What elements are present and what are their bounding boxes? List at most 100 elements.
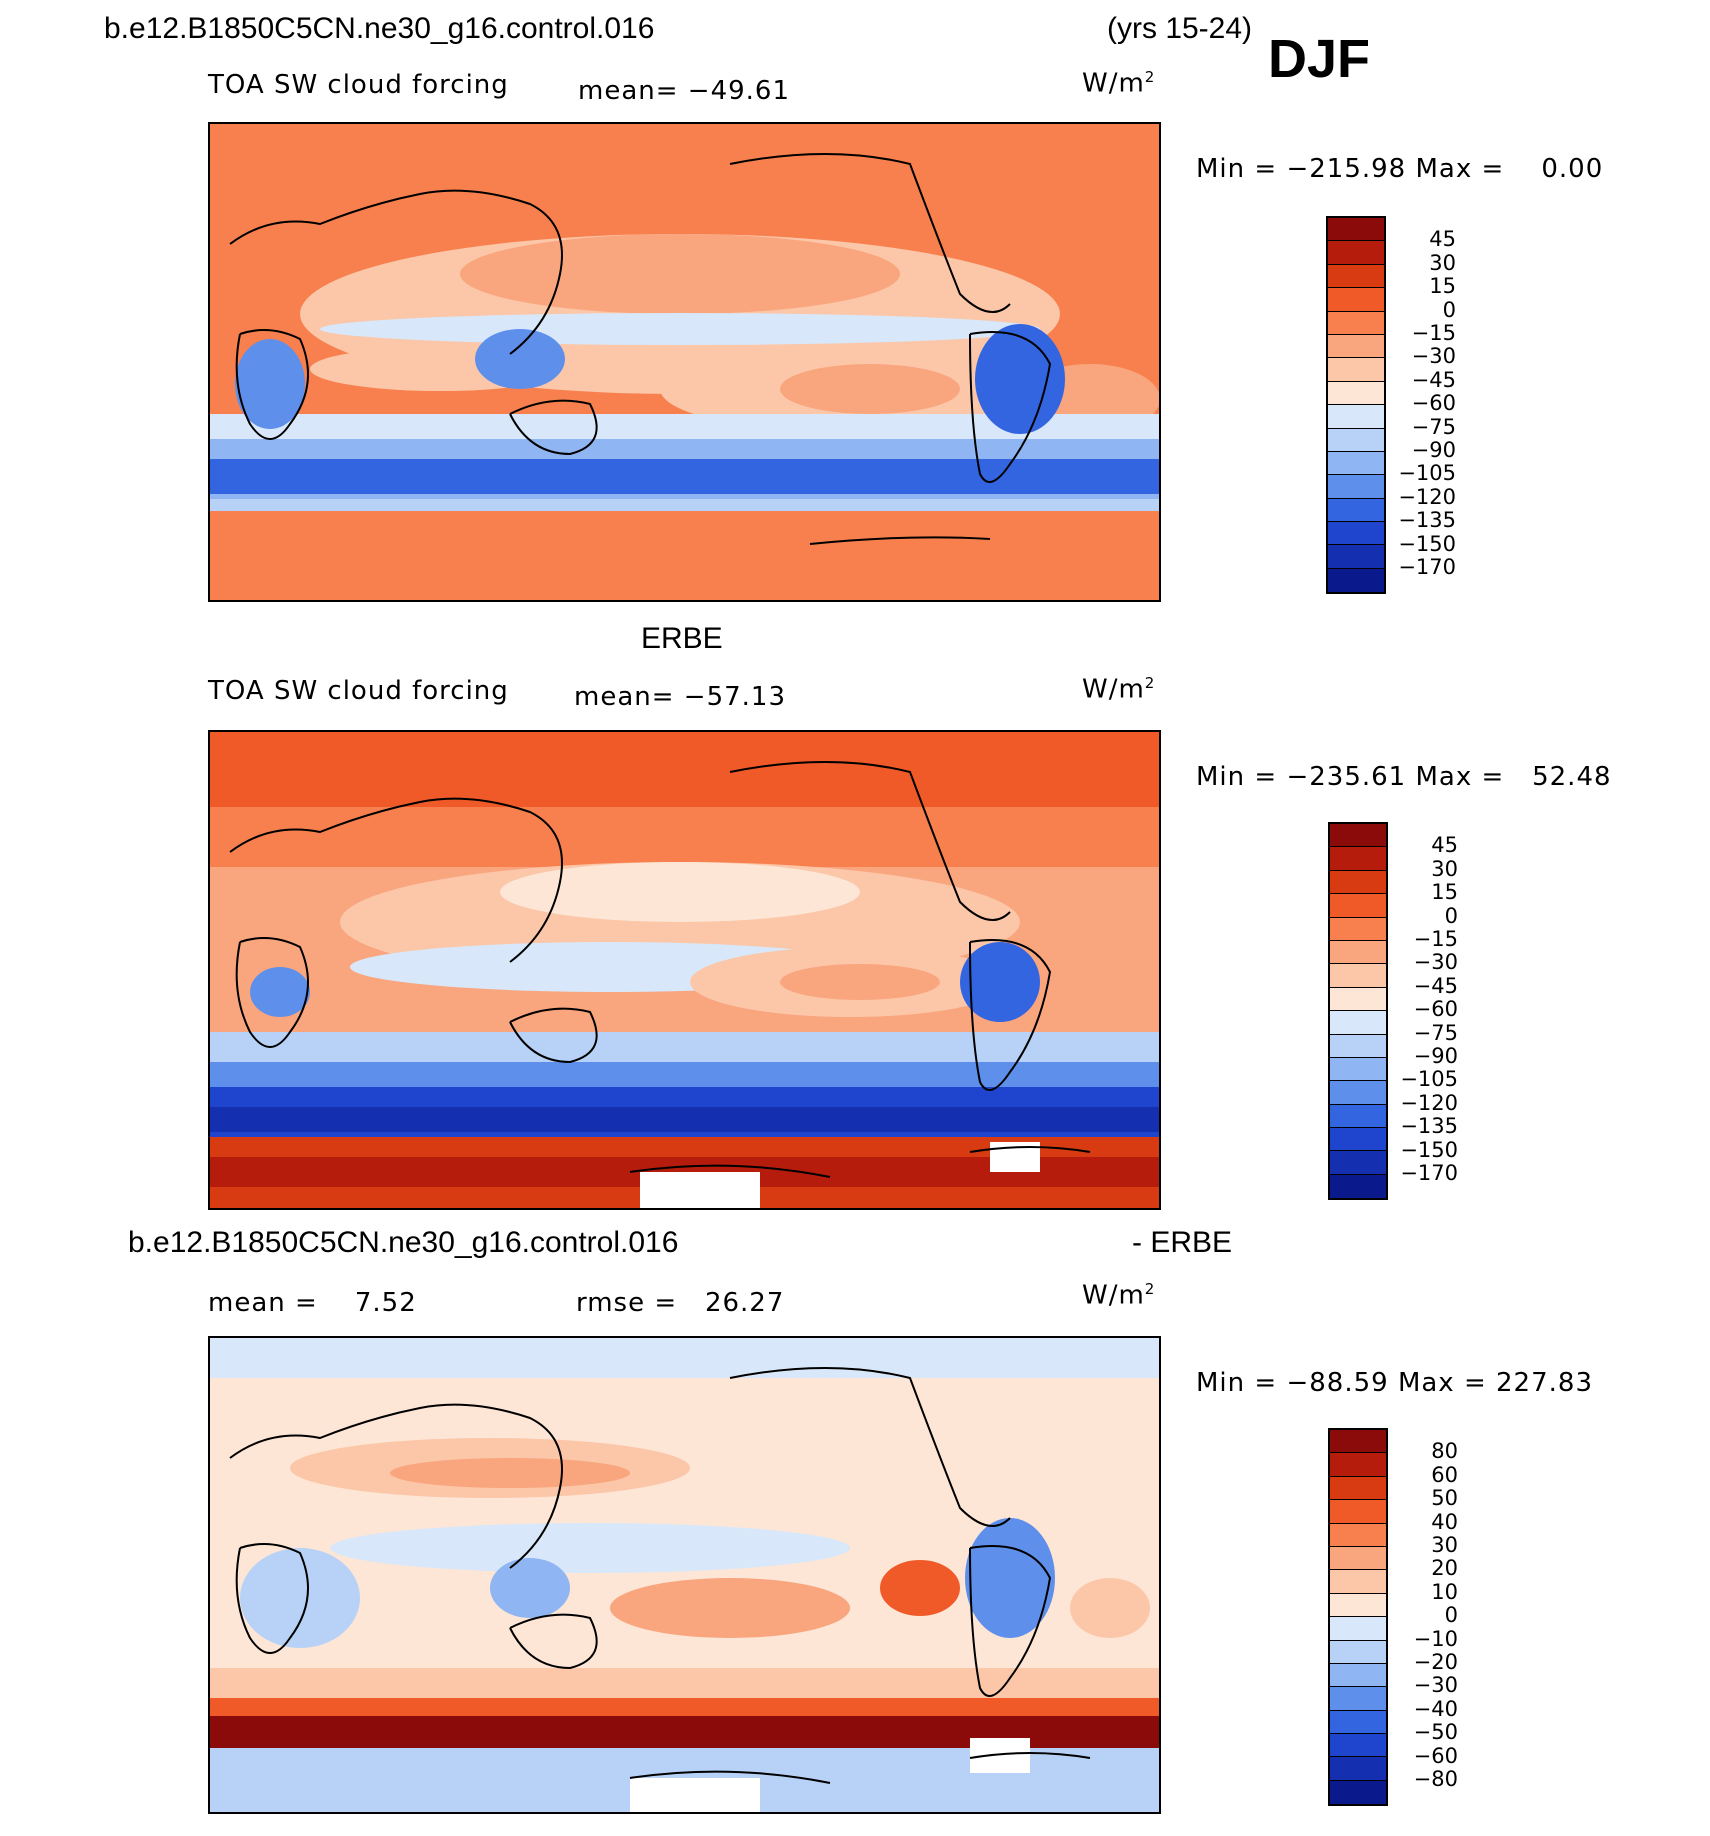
- panel2-colorbar-tick-label: 30: [1431, 856, 1458, 881]
- panel3-units: W/m2: [1082, 1280, 1156, 1311]
- panel1-colorbar-tick-label: −30: [1411, 344, 1456, 369]
- panel3-colorbar-tick-label: −80: [1413, 1767, 1458, 1791]
- panel2-colorbar-tick-label: 45: [1431, 833, 1458, 858]
- panel3-colorbar-swatch: [1330, 1500, 1386, 1524]
- panel3-colorbar-swatch: [1330, 1663, 1386, 1688]
- panel3-colorbar: [1328, 1428, 1388, 1807]
- panel2-colorbar-swatch: [1330, 1174, 1386, 1199]
- panel2-colorbar-tick-label: −75: [1413, 1020, 1458, 1045]
- panel3-colorbar-labels: 80 60 50 40 30 20 10 0 −10 −20 −30 −40 −50 −60 −80: [1398, 1428, 1458, 1802]
- panel3-colorbar-swatch: [1330, 1780, 1386, 1805]
- panel2-colorbar-tick-label: −150: [1400, 1137, 1458, 1162]
- panel2-title: ERBE: [641, 622, 723, 655]
- panel1-units: W/m2: [1082, 68, 1156, 99]
- panel1-colorbar-tick-label: 15: [1429, 274, 1456, 299]
- panel2-colorbar-tick-label: 0: [1444, 903, 1458, 928]
- panel3-colorbar-tick-label: −60: [1413, 1743, 1458, 1768]
- panel1-colorbar-tick-label: −120: [1398, 484, 1456, 509]
- panel3-colorbar-tick-label: −20: [1413, 1650, 1458, 1674]
- panel3-colorbar-tick-label: 60: [1431, 1462, 1458, 1487]
- panel1-colorbar-tick-label: −105: [1398, 461, 1456, 486]
- panel1-colorbar-swatch: [1328, 218, 1384, 242]
- panel1-mean: mean= −49.61: [578, 76, 790, 106]
- panel1-variable: TOA SW cloud forcing: [208, 70, 509, 100]
- panel3-title-left: b.e12.B1850C5CN.ne30_g16.control.016: [128, 1226, 679, 1259]
- panel1-colorbar-swatch: [1328, 522, 1384, 546]
- panel2-colorbar-swatch: [1330, 940, 1386, 965]
- panel1-colorbar-labels: 45 30 15 0 −15 −30 −45 −60 −75 −90 −105 −120 −135 −15…: [1396, 216, 1456, 590]
- panel2-colorbar-swatch: [1330, 1057, 1386, 1082]
- panel3-colorbar-tick-label: −10: [1413, 1626, 1458, 1651]
- panel2-colorbar-swatch: [1330, 987, 1386, 1012]
- panel2-colorbar: [1328, 822, 1388, 1201]
- panel3-colorbar-swatch: [1330, 1453, 1386, 1477]
- panel1-mean-value: −49.61: [687, 76, 791, 106]
- panel1-colorbar-tick-label: 45: [1429, 227, 1456, 252]
- panel1-colorbar-swatch: [1328, 428, 1384, 452]
- panel2-colorbar-tick-label: −15: [1413, 927, 1458, 951]
- panel2-colorbar-swatch: [1330, 847, 1386, 871]
- panel1-colorbar-tick-label: −170: [1398, 555, 1456, 579]
- panel1-colorbar-swatch: [1328, 241, 1384, 265]
- panel2-colorbar-swatch: [1330, 917, 1386, 941]
- panel1-colorbar-swatch: [1328, 311, 1384, 335]
- panel1-colorbar-tick-label: −150: [1398, 531, 1456, 556]
- panel3-colorbar-swatch: [1330, 1687, 1386, 1711]
- panel1-colorbar-swatch: [1328, 568, 1384, 593]
- panel2-units: W/m2: [1082, 674, 1156, 705]
- panel1-colorbar-tick-label: −45: [1411, 367, 1456, 392]
- panel3-colorbar-swatch: [1330, 1523, 1386, 1547]
- case-title: b.e12.B1850C5CN.ne30_g16.control.016: [104, 12, 655, 45]
- panel3-colorbar-swatch: [1330, 1593, 1386, 1618]
- panel1-colorbar-tick-label: −90: [1411, 438, 1456, 462]
- panel2-colorbar-tick-label: −30: [1413, 950, 1458, 975]
- panel2-minmax: Min = −235.61 Max = 52.48: [1196, 762, 1612, 792]
- panel2-colorbar-swatch: [1330, 1081, 1386, 1105]
- panel3-colorbar-tick-label: −40: [1413, 1696, 1458, 1721]
- panel3-colorbar-swatch: [1330, 1757, 1386, 1781]
- panel3-colorbar-tick-label: 40: [1431, 1509, 1458, 1534]
- panel3-colorbar-tick-label: 30: [1431, 1533, 1458, 1557]
- panel3-colorbar-swatch: [1330, 1617, 1386, 1641]
- panel2-colorbar-tick-label: −90: [1413, 1044, 1458, 1068]
- panel2-colorbar-labels: 45 30 15 0 −15 −30 −45 −60 −75 −90 −105 −120 −135 −15…: [1398, 822, 1458, 1196]
- panel1-colorbar-swatch: [1328, 358, 1384, 382]
- panel1-colorbar-swatch: [1328, 545, 1384, 569]
- panel3-colorbar-swatch: [1330, 1546, 1386, 1571]
- panel2-colorbar-tick-label: −105: [1400, 1067, 1458, 1092]
- years-label: (yrs 15-24): [1107, 12, 1253, 45]
- panel1-colorbar-tick-label: −15: [1411, 321, 1456, 345]
- panel1-colorbar-tick-label: 0: [1442, 297, 1456, 322]
- panel3-minmax: Min = −88.59 Max = 227.83: [1196, 1368, 1593, 1398]
- panel3-rmse-label: rmse =: [576, 1288, 678, 1318]
- panel1-colorbar-tick-label: −60: [1411, 391, 1456, 416]
- panel2-colorbar-swatch: [1330, 894, 1386, 918]
- panel3-mean-label: mean =: [208, 1288, 318, 1318]
- panel3-colorbar-tick-label: 0: [1444, 1603, 1458, 1628]
- panel1-minmax: Min = −215.98 Max = 0.00: [1196, 154, 1604, 184]
- panel1-mean-label: mean=: [578, 76, 679, 106]
- panel1-colorbar-tick-label: −135: [1398, 508, 1456, 533]
- panel2-colorbar-swatch: [1330, 1128, 1386, 1152]
- panel3-colorbar-swatch: [1330, 1476, 1386, 1501]
- panel2-mean-label: mean=: [574, 682, 675, 712]
- panel1-colorbar-swatch: [1328, 381, 1384, 406]
- panel1-map: [208, 122, 1161, 602]
- panel3-colorbar-tick-label: −50: [1413, 1720, 1458, 1745]
- panel1-colorbar-swatch: [1328, 288, 1384, 312]
- panel2-colorbar-tick-label: −60: [1413, 997, 1458, 1022]
- panel2-colorbar-tick-label: 15: [1431, 880, 1458, 905]
- panel3-colorbar-swatch: [1330, 1710, 1386, 1735]
- panel3-colorbar-swatch: [1330, 1734, 1386, 1758]
- panel3-colorbar-tick-label: 20: [1431, 1556, 1458, 1581]
- panel2-map: [208, 730, 1161, 1210]
- panel3-mean-value: 7.52: [354, 1288, 417, 1318]
- panel3-rmse-value: 26.27: [704, 1288, 785, 1318]
- panel3-mean: mean = 7.52: [208, 1288, 417, 1318]
- panel3-colorbar-tick-label: 80: [1431, 1439, 1458, 1464]
- panel1-colorbar-swatch: [1328, 264, 1384, 289]
- panel1-colorbar-tick-label: 30: [1429, 250, 1456, 275]
- panel1-colorbar-swatch: [1328, 498, 1384, 523]
- panel3-map: [208, 1336, 1161, 1814]
- season-label: DJF: [1268, 29, 1371, 89]
